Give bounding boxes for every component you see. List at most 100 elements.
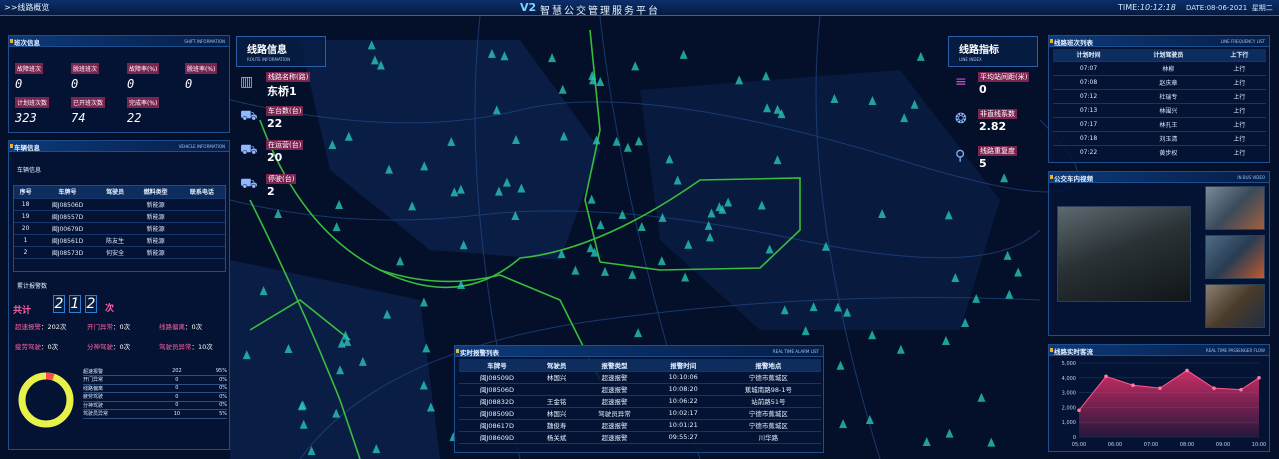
passenger-point[interactable] (1104, 375, 1108, 379)
table-row[interactable]: 2 闽J08573D 何安全 新能源 (14, 246, 225, 258)
shift-title: 班次信息 (14, 37, 40, 47)
video-thumb-3[interactable] (1205, 284, 1265, 328)
y-tick-label: 4,000 (1062, 376, 1076, 382)
alarm-count-item: 线路偏离：0次 (159, 321, 202, 331)
table-row[interactable]: 07:13 林围兴 上行 (1053, 103, 1266, 117)
table-row[interactable]: 闽J08509D 林国兴 驾驶员异常 10:02:17 宁德市蕉城区 (459, 407, 821, 419)
alarm-col-header[interactable]: 报警地点 (716, 359, 821, 371)
table-row[interactable]: 07:07 林柳 上行 (1053, 61, 1266, 75)
passenger-point[interactable] (1212, 386, 1216, 390)
vehicle-col-header[interactable]: 燃料类型 (132, 186, 178, 198)
table-row[interactable]: 07:22 黄步权 上行 (1053, 145, 1266, 159)
ring-driver-abnormal (46, 376, 53, 377)
x-tick-label: 09:00 (1216, 442, 1230, 448)
vehicle-panel: 车辆信息 VEHICLE INFORMATION 车辆信息 序号 车牌号 驾驶员 燃料类… (8, 140, 230, 450)
vehicle-col-header[interactable]: 序号 (14, 186, 37, 198)
frequency-table-wrap[interactable]: 计划时间 计划驾驶员 上下行 07:07 林柳 上行 07:08 赵庆章 上行 07:12 杜瑞专上… (1053, 49, 1266, 159)
table-row[interactable]: 闽J08609D 杨关斌 超速报警 09:55:27 川华路 (459, 431, 821, 443)
vehicle-table-wrap[interactable]: 序号 车牌号 驾驶员 燃料类型 联系电话 18 闽J08506D 新能源 19 闽J08557D 新… (13, 185, 226, 272)
table-row[interactable]: 闽J08617D 魏俊寿 超速报警 10:01:21 宁德市蕉城区 (459, 419, 821, 431)
shift-stat-label: 故障率(%) (127, 63, 159, 74)
bus-icon: ⛟ (240, 142, 258, 160)
brand-logo: V2 (520, 1, 536, 14)
table-row[interactable]: 闽J08506D 超速报警 10:08:20 蕉城南路98-1号 (459, 383, 821, 395)
frequency-cell: 林围兴 (1124, 103, 1213, 117)
alarm-list-en: REAL TIME ALARM LIST (773, 349, 819, 354)
alarm-panel: 实时报警列表 REAL TIME ALARM LIST 车牌号 驾驶员 报警类型 报警时… (454, 345, 824, 453)
y-tick-label: 0 (1073, 435, 1076, 441)
vehicle-cell: 新能源 (132, 198, 178, 210)
index-item-value: 2.82 (979, 120, 1006, 133)
alarm-cell: 09:55:27 (651, 431, 716, 443)
alarm-cell: 超速报警 (578, 383, 650, 395)
passenger-point[interactable] (1131, 383, 1135, 387)
table-row[interactable]: 闽J08832D 王金铭 超速报警 10:06:22 站前路51号 (459, 395, 821, 407)
vehicle-cell (98, 210, 133, 222)
legend-cell: 0 (162, 376, 192, 385)
table-row[interactable]: 20 闽J00679D 新能源 (14, 222, 225, 234)
alarm-col-header[interactable]: 报警时间 (651, 359, 716, 371)
vehicle-cell: 陈友生 (98, 234, 133, 246)
vehicle-en: VEHICLE INFORMATION (179, 144, 225, 149)
video-title: 公交车内视频 (1054, 173, 1093, 183)
route-info-badge: 线路信息 ROUTE INFORMATION (236, 36, 326, 67)
alarm-cell: 林国兴 (535, 371, 578, 383)
frequency-cell: 07:13 (1053, 103, 1124, 117)
passenger-title: 线路实时客流 (1054, 346, 1093, 356)
frequency-col-header[interactable]: 上下行 (1213, 49, 1266, 61)
shift-stat-label: 脱班班次 (71, 63, 99, 74)
passenger-area (1079, 370, 1259, 437)
frequency-col-header[interactable]: 计划驾驶员 (1124, 49, 1213, 61)
table-row[interactable]: 07:08 赵庆章 上行 (1053, 75, 1266, 89)
table-row[interactable]: 07:18 刘玉清 上行 (1053, 131, 1266, 145)
total-label: 共计 (13, 303, 31, 316)
route-item-value: 2 (267, 185, 275, 198)
shift-stat-label: 计划班次数 (15, 97, 49, 108)
alarm-col-header[interactable]: 驾驶员 (535, 359, 578, 371)
shift-stat-value: 323 (15, 111, 49, 125)
frequency-cell: 上行 (1213, 117, 1266, 131)
alarm-cell: 宁德市蕉城区 (716, 419, 821, 431)
passenger-point[interactable] (1185, 369, 1189, 373)
passenger-point[interactable] (1257, 376, 1261, 380)
table-row[interactable]: 闽J08509D 林国兴 超速报警 10:10:06 宁德市蕉城区 (459, 371, 821, 383)
vehicle-col-header[interactable]: 车牌号 (37, 186, 98, 198)
vehicle-col-header[interactable]: 驾驶员 (98, 186, 133, 198)
alarm-count-label: 开门异常 (87, 323, 113, 331)
alarm-col-header[interactable]: 报警类型 (578, 359, 650, 371)
table-row[interactable]: 19 闽J08557D 新能源 (14, 210, 225, 222)
vehicle-cell: 新能源 (132, 222, 178, 234)
main-video-feed[interactable] (1057, 206, 1191, 302)
vehicle-cell: 何安全 (98, 246, 133, 258)
legend-cell: 0% (192, 393, 227, 402)
frequency-cell: 上行 (1213, 89, 1266, 103)
x-tick-label: 08:00 (1180, 442, 1194, 448)
legend-cell: 202 (162, 367, 192, 376)
alarm-cell: 闽J08832D (459, 395, 535, 407)
passenger-point[interactable] (1158, 386, 1162, 390)
legend-row: 开门异常 0 0% (83, 376, 227, 385)
legend-cell: 0% (192, 384, 227, 393)
breadcrumb[interactable]: >>线路概览 (4, 2, 49, 13)
map-icon: ▥ (240, 74, 253, 90)
shift-stat: 完成率(%) 22 (127, 90, 159, 125)
passenger-point[interactable] (1077, 409, 1081, 413)
table-row[interactable]: 07:17 林孔王 上行 (1053, 117, 1266, 131)
vehicle-cell: 新能源 (132, 246, 178, 258)
vehicle-col-header[interactable]: 联系电话 (179, 186, 225, 198)
video-thumb-1[interactable] (1205, 186, 1265, 230)
table-row[interactable]: 18 闽J08506D 新能源 (14, 198, 225, 210)
alarm-table-wrap[interactable]: 车牌号 驾驶员 报警类型 报警时间 报警地点 闽J08509D 林国兴 超速报警 10:10:0… (459, 359, 821, 453)
frequency-cell: 07:17 (1053, 117, 1124, 131)
passenger-panel: 线路实时客流 REAL TIME PASSENGER FLOW 0 1,000 2,0… (1048, 344, 1270, 452)
passenger-point[interactable] (1239, 388, 1243, 392)
alarm-cell: 闽J08506D (459, 383, 535, 395)
legend-cell: 驾驶员异常 (83, 410, 162, 419)
frequency-col-header[interactable]: 计划时间 (1053, 49, 1124, 61)
alarm-cell: 杨关斌 (535, 431, 578, 443)
alarm-col-header[interactable]: 车牌号 (459, 359, 535, 371)
video-thumb-2[interactable] (1205, 235, 1265, 279)
video-en: IN BUS VIDEO (1237, 175, 1265, 180)
table-row[interactable]: 07:12 杜瑞专 上行 (1053, 89, 1266, 103)
table-row[interactable]: 1 闽J08561D 陈友生 新能源 (14, 234, 225, 246)
